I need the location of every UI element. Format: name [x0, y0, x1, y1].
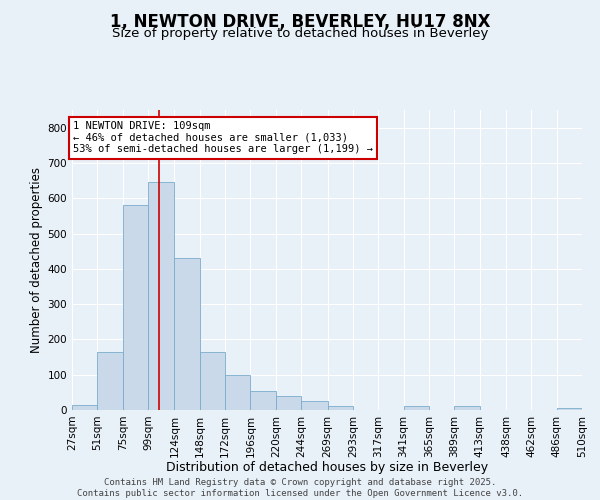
Bar [72, 404, 97, 410]
Bar [200, 352, 225, 410]
Bar [328, 406, 353, 410]
Bar [276, 396, 301, 410]
Bar [97, 352, 122, 410]
Bar [454, 406, 479, 410]
Bar [148, 182, 175, 410]
Text: Contains HM Land Registry data © Crown copyright and database right 2025.
Contai: Contains HM Land Registry data © Crown c… [77, 478, 523, 498]
X-axis label: Distribution of detached houses by size in Beverley: Distribution of detached houses by size … [166, 461, 488, 474]
Text: 1 NEWTON DRIVE: 109sqm
← 46% of detached houses are smaller (1,033)
53% of semi-: 1 NEWTON DRIVE: 109sqm ← 46% of detached… [73, 122, 373, 154]
Text: Size of property relative to detached houses in Beverley: Size of property relative to detached ho… [112, 28, 488, 40]
Bar [250, 390, 276, 410]
Bar [301, 401, 328, 410]
Y-axis label: Number of detached properties: Number of detached properties [31, 167, 43, 353]
Bar [122, 206, 148, 410]
Bar [175, 258, 200, 410]
Bar [225, 374, 250, 410]
Bar [557, 408, 582, 410]
Text: 1, NEWTON DRIVE, BEVERLEY, HU17 8NX: 1, NEWTON DRIVE, BEVERLEY, HU17 8NX [110, 12, 490, 30]
Bar [404, 406, 429, 410]
